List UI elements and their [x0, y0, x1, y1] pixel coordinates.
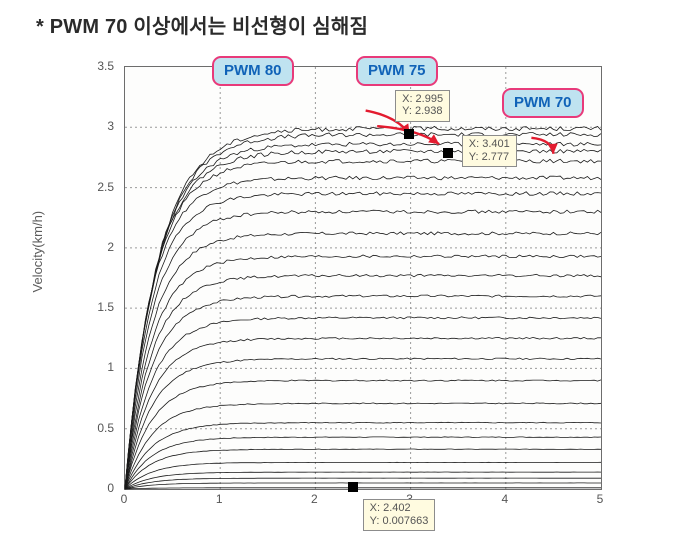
datatip-2-y: Y: 0.007663	[370, 515, 429, 528]
ytick-label: 0.5	[28, 421, 114, 435]
ytick-label: 0	[28, 481, 114, 495]
ytick-label: 3	[28, 119, 114, 133]
figure-caption: * PWM 70 이상에서는 비선형이 심해짐	[36, 10, 368, 39]
plot-area	[124, 66, 602, 490]
xtick-label: 5	[597, 492, 604, 506]
plot-svg	[125, 67, 601, 489]
xtick-label: 2	[311, 492, 318, 506]
datatip-0-x: X: 2.995	[402, 93, 443, 106]
datatip-0: X: 2.995 Y: 2.938	[395, 90, 450, 122]
datatip-2: X: 2.402 Y: 0.007663	[363, 499, 436, 531]
badge-pwm80: PWM 80	[212, 56, 294, 86]
velocity-chart: Velocity(km/h) 00.511.522.533.5 012345 P…	[28, 66, 638, 534]
ytick-label: 1	[28, 360, 114, 374]
datatip-1: X: 3.401 Y: 2.777	[462, 135, 517, 167]
ytick-label: 3.5	[28, 59, 114, 73]
ytick-label: 1.5	[28, 300, 114, 314]
datatip-2-x: X: 2.402	[370, 502, 429, 515]
badge-pwm70: PWM 70	[502, 88, 584, 118]
ytick-label: 2.5	[28, 180, 114, 194]
xtick-label: 0	[121, 492, 128, 506]
marker-2	[348, 482, 358, 492]
grid	[125, 67, 601, 489]
marker-1	[443, 148, 453, 158]
badge-pwm75: PWM 75	[356, 56, 438, 86]
ytick-label: 2	[28, 240, 114, 254]
datatip-1-y: Y: 2.777	[469, 151, 510, 164]
datatip-1-x: X: 3.401	[469, 138, 510, 151]
marker-0	[404, 129, 414, 139]
xtick-label: 4	[501, 492, 508, 506]
xtick-label: 1	[216, 492, 223, 506]
datatip-0-y: Y: 2.938	[402, 105, 443, 118]
